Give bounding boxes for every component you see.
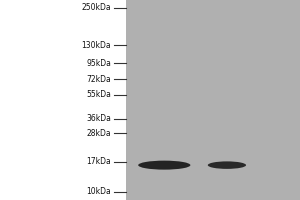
Ellipse shape xyxy=(208,161,246,169)
Bar xyxy=(126,0,300,200)
Text: 95kDa: 95kDa xyxy=(86,59,111,68)
Text: 28kDa: 28kDa xyxy=(86,129,111,138)
Text: 72kDa: 72kDa xyxy=(86,75,111,84)
Text: 17kDa: 17kDa xyxy=(86,157,111,166)
Text: 130kDa: 130kDa xyxy=(81,41,111,50)
Text: 10kDa: 10kDa xyxy=(86,188,111,196)
Text: 250kDa: 250kDa xyxy=(81,3,111,12)
Text: 55kDa: 55kDa xyxy=(86,90,111,99)
Text: 36kDa: 36kDa xyxy=(86,114,111,123)
Ellipse shape xyxy=(138,161,190,170)
